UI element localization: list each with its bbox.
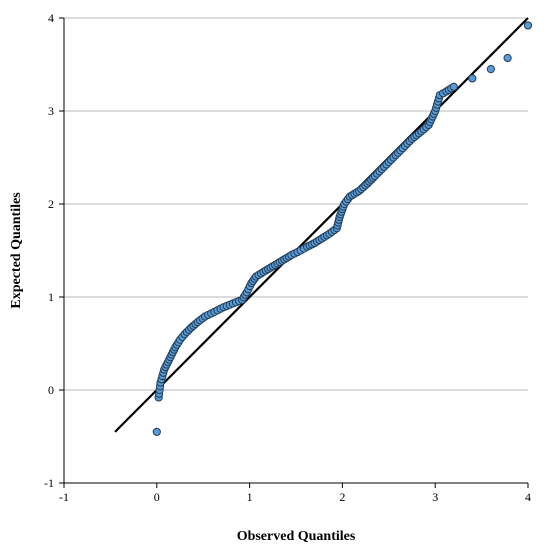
- reference-line: [114, 17, 529, 433]
- x-tick-label: 4: [525, 490, 531, 504]
- y-tick-label: 4: [48, 11, 54, 25]
- gridlines: [64, 17, 528, 391]
- x-axis-title: Observed Quantiles: [237, 529, 356, 544]
- y-tick-label: 0: [48, 383, 54, 397]
- x-tick-label: 1: [247, 490, 253, 504]
- y-tick-label: 2: [48, 197, 54, 211]
- axes: [59, 17, 529, 488]
- x-tick-label: 3: [432, 490, 438, 504]
- y-tick-label: -1: [44, 476, 54, 490]
- data-points: [152, 21, 533, 436]
- data-point: [468, 74, 477, 83]
- x-tick-label: -1: [59, 490, 69, 504]
- y-axis-title: Expected Quantiles: [9, 192, 24, 309]
- data-point: [523, 21, 533, 30]
- x-tick-labels: -1 0 1 2 3 4: [59, 490, 531, 504]
- y-tick-label: 3: [48, 104, 54, 118]
- y-tick-labels: -1 0 1 2 3 4: [44, 11, 54, 490]
- y-tick-label: 1: [48, 290, 54, 304]
- data-point: [152, 427, 161, 436]
- data-point: [486, 65, 495, 74]
- reference-line-group: [114, 17, 529, 433]
- x-tick-label: 0: [154, 490, 160, 504]
- data-point: [449, 82, 458, 91]
- data-point: [503, 53, 512, 63]
- x-tick-label: 2: [339, 490, 345, 504]
